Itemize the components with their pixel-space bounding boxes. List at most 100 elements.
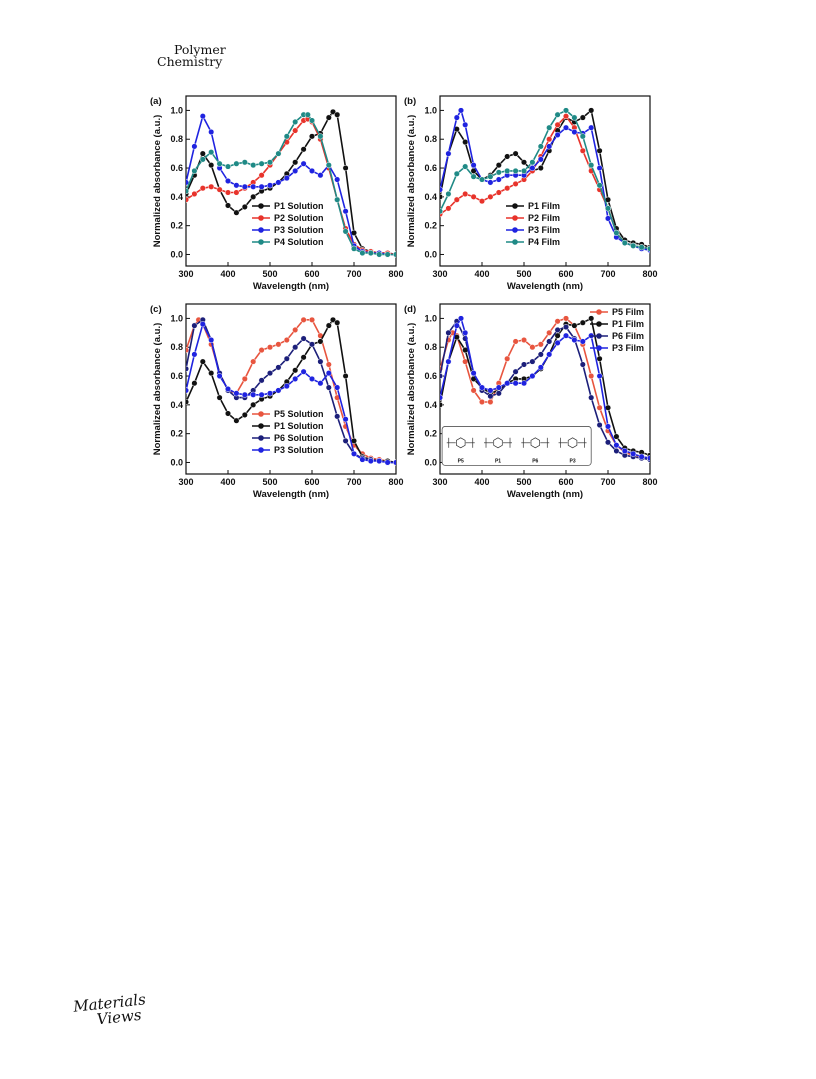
data-point [342,437,349,444]
journal-name-line2: Chemistry [157,54,223,69]
legend-label: P6 Solution [274,433,324,443]
data-point [546,338,553,345]
data-point [588,372,595,380]
series-p3-film [440,107,650,254]
data-point [546,143,553,150]
data-point [191,351,198,358]
data-point [579,133,586,140]
data-point [440,186,444,193]
legend-swatch-marker [596,309,602,315]
legend-item: P4 Solution [252,237,324,247]
data-point [487,179,494,186]
data-point [334,111,341,118]
y-tick-label: 0.4 [424,192,437,202]
materials-views-logo: Materials Views [72,990,148,1029]
data-point [342,208,349,215]
data-point [537,164,544,172]
x-tick-label: 600 [304,269,319,279]
inset-label: P6 [532,458,538,464]
data-point [529,372,536,380]
data-point [546,351,553,358]
chart-svg: (d) 300 400 500 600 700 800 0.0 0.2 0.4 0.6 0.8 1.0 W… [404,303,658,500]
data-point [376,251,383,258]
data-point [462,163,469,170]
x-tick-label: 600 [558,477,573,487]
series-p3-solution [186,321,396,466]
x-tick-label: 400 [474,269,489,279]
x-axis-label: Wavelength (nm) [253,281,329,292]
data-point [579,114,586,121]
legend-item: P1 Solution [252,201,324,211]
data-point [440,401,444,408]
data-point [470,162,477,169]
data-point [275,364,282,371]
data-point [529,159,536,166]
legend-label: P2 Film [528,213,560,223]
data-point [537,156,544,163]
data-point [216,394,223,401]
data-point [191,322,198,329]
y-tick-label: 1.0 [170,313,183,323]
y-tick-label: 0.8 [424,342,437,352]
data-point [520,159,528,166]
legend-swatch-marker [258,203,264,209]
data-point [376,457,383,465]
data-point [445,190,452,198]
data-point [462,139,469,146]
data-point [440,208,444,215]
data-point [350,245,358,252]
legend-swatch-marker [512,203,518,209]
data-point [546,124,553,131]
legend-label: P1 Film [528,201,560,211]
y-tick-label: 0.2 [170,429,183,439]
data-point [546,136,553,143]
data-point [308,133,316,140]
x-axis-label: Wavelength (nm) [507,489,583,500]
panel-label: (a) [150,96,162,107]
data-point [208,336,215,344]
journal-name: Polymer Chemistry [157,43,226,69]
data-point [241,375,248,382]
data-point [646,245,650,252]
data-point [199,321,206,328]
x-tick-label: 700 [346,477,361,487]
x-tick-label: 300 [178,269,193,279]
data-point [334,176,341,183]
legend-item: P1 Solution [252,421,324,431]
series-p4-film [440,107,650,252]
data-point [241,159,248,166]
data-point [562,124,570,131]
data-point [283,133,290,140]
data-point [638,453,645,460]
data-point [342,416,349,423]
data-point [579,147,586,154]
data-point [186,398,190,406]
legend-item: P3 Solution [252,445,324,455]
legend: P1 Film P2 Film P3 Film P4 Film [506,201,560,247]
legend-label: P1 Solution [274,201,324,211]
data-point [621,447,628,454]
data-point [457,315,465,322]
legend-swatch-marker [258,447,264,453]
data-point [350,450,358,457]
data-point [208,370,215,377]
legend-label: P6 Film [612,331,644,341]
data-point [275,387,282,394]
panel-label: (b) [404,96,416,107]
x-tick-label: 500 [516,269,531,279]
x-tick-label: 400 [220,269,235,279]
legend-swatch-marker [596,345,602,351]
data-point [199,150,206,157]
y-tick-label: 0.2 [424,429,437,439]
data-point [520,380,528,387]
y-tick-label: 1.0 [424,313,437,323]
data-point [562,107,570,114]
data-point [604,205,612,212]
data-point [512,150,519,157]
data-point [292,118,299,125]
data-point [191,190,198,198]
panel-label: (d) [404,304,416,315]
data-point [216,186,223,193]
data-point [554,339,561,346]
data-point [504,153,511,160]
